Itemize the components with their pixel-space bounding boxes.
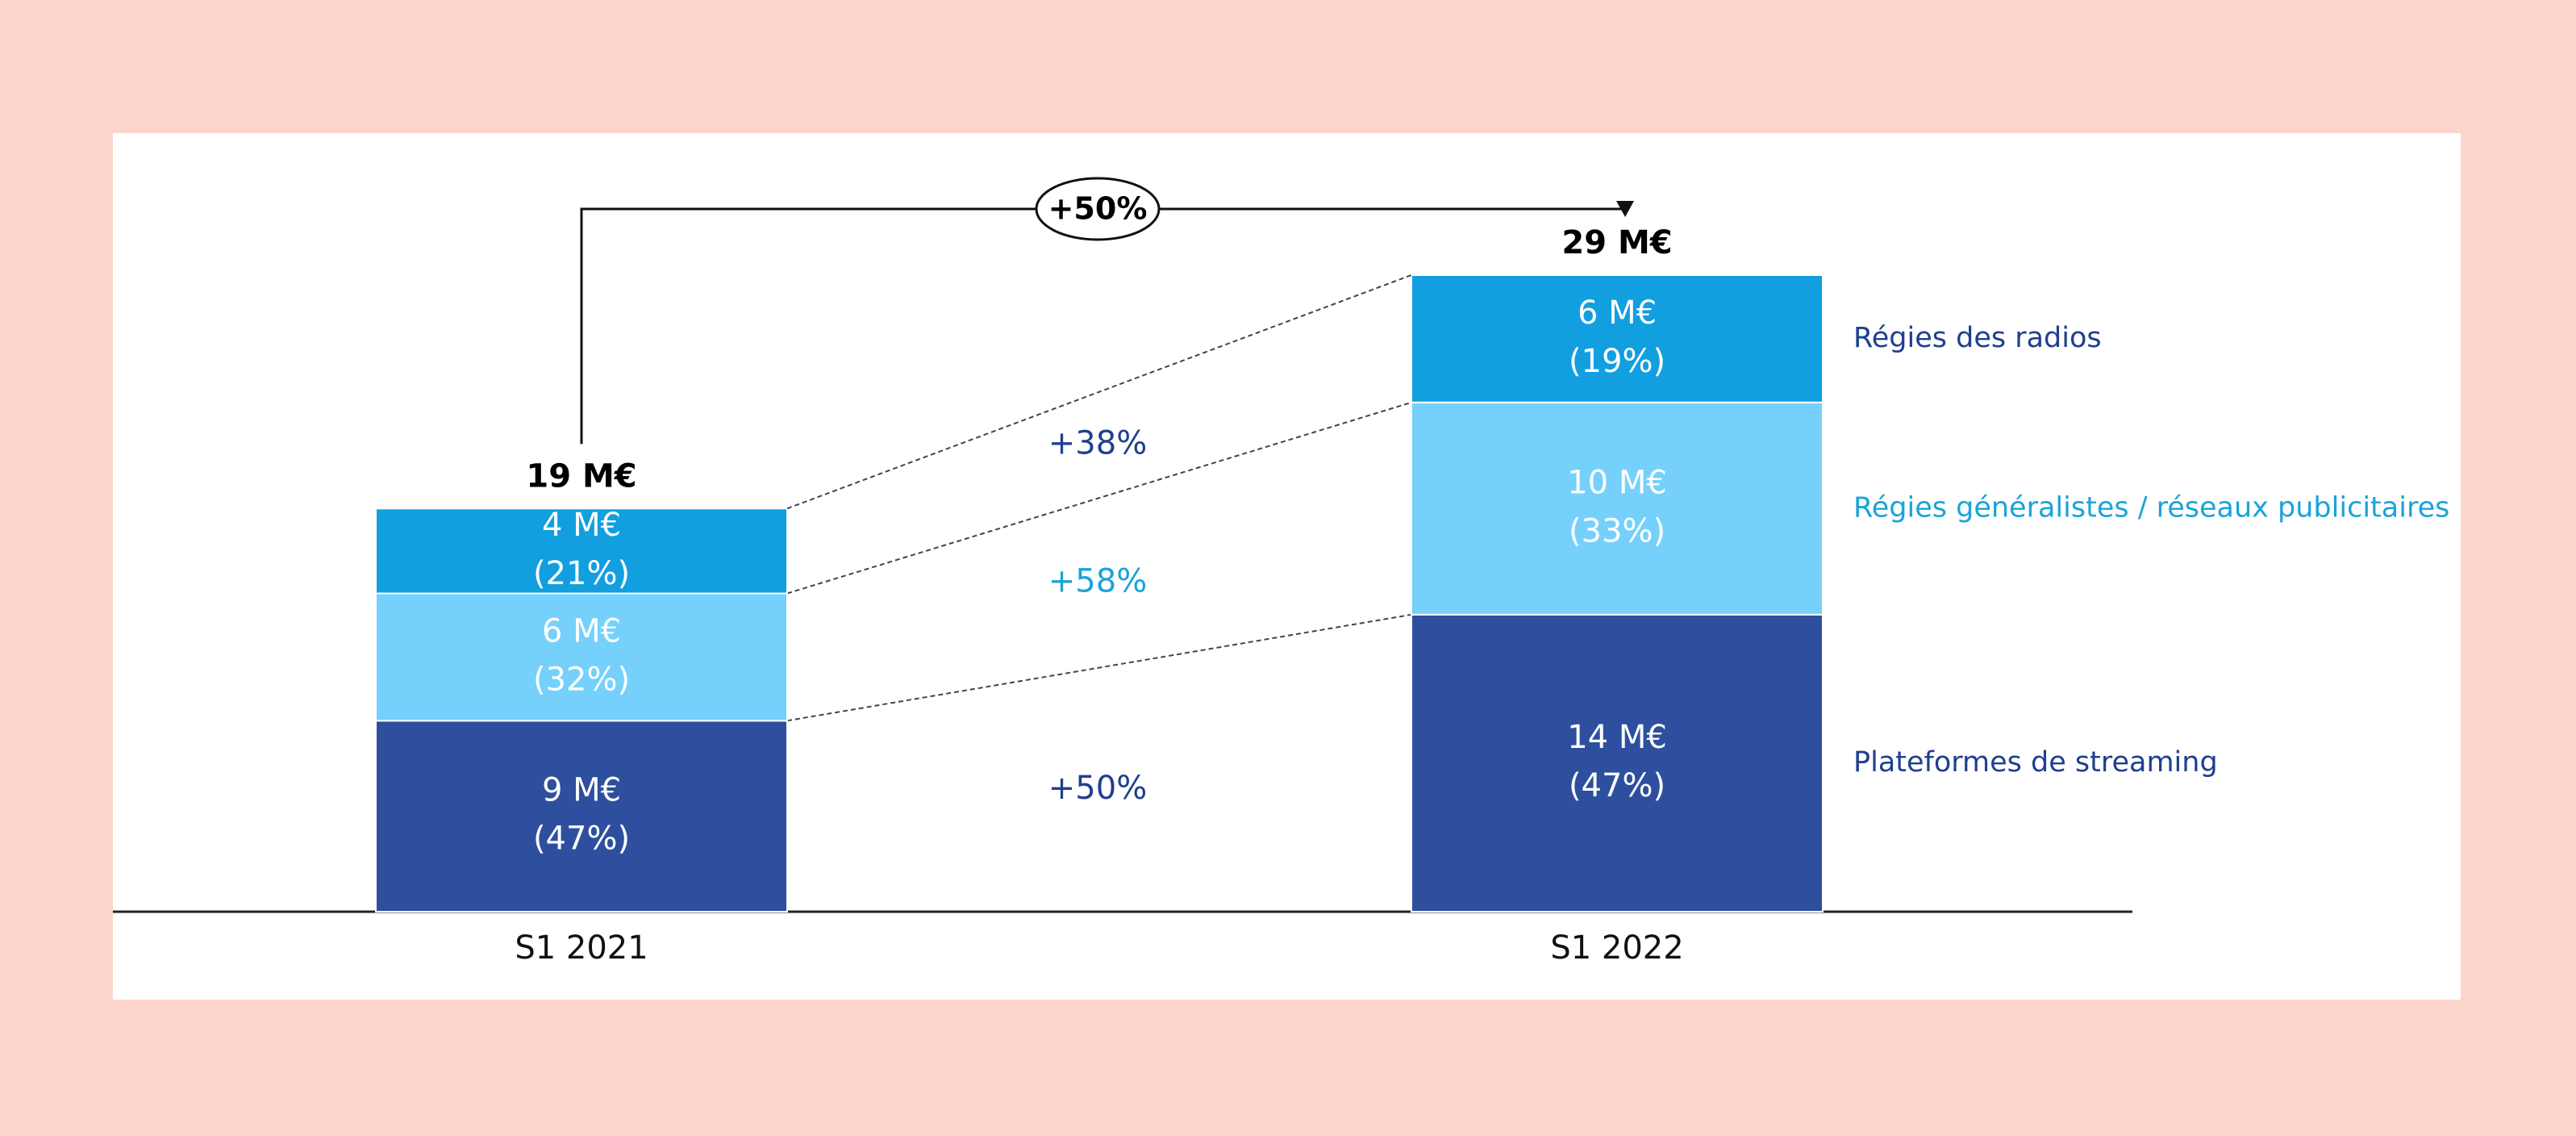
- bar-segment: [375, 507, 788, 595]
- total-label: 29 M€: [1561, 224, 1672, 261]
- value-label: 9 M€: [542, 772, 621, 809]
- share-label: (32%): [533, 661, 630, 698]
- growth-label: +58%: [1048, 562, 1147, 599]
- value-label: 4 M€: [542, 507, 621, 544]
- bar-segment: [375, 720, 788, 913]
- value-label: 14 M€: [1567, 719, 1667, 756]
- share-label: (33%): [1569, 512, 1665, 549]
- arrow-head: [1616, 201, 1634, 217]
- total-growth-label: +50%: [1048, 191, 1148, 227]
- legend-label: Plateformes de streaming: [1853, 746, 2218, 779]
- category-label: S1 2022: [1550, 929, 1683, 967]
- bar-segment: [1411, 613, 1824, 913]
- bar-segment: [1411, 274, 1824, 403]
- share-label: (47%): [1569, 767, 1665, 804]
- connector: [786, 613, 1412, 722]
- share-label: (19%): [1569, 343, 1665, 380]
- value-label: 6 M€: [542, 612, 621, 649]
- share-label: (47%): [533, 821, 630, 858]
- growth-label: +38%: [1048, 424, 1147, 461]
- connector: [786, 274, 1412, 510]
- bar-segment: [375, 592, 788, 722]
- share-label: (21%): [533, 555, 630, 592]
- bar-segment: [1411, 401, 1824, 616]
- total-label: 19 M€: [526, 457, 636, 495]
- value-label: 6 M€: [1578, 294, 1657, 332]
- legend-label: Régies des radios: [1853, 322, 2102, 354]
- growth-label: +50%: [1048, 770, 1147, 807]
- value-label: 10 M€: [1567, 464, 1667, 501]
- connector: [786, 401, 1412, 595]
- category-label: S1 2021: [515, 929, 648, 967]
- legend-label: Régies généralistes / réseaux publicitai…: [1853, 491, 2449, 524]
- growth-bubble: [1035, 177, 1161, 241]
